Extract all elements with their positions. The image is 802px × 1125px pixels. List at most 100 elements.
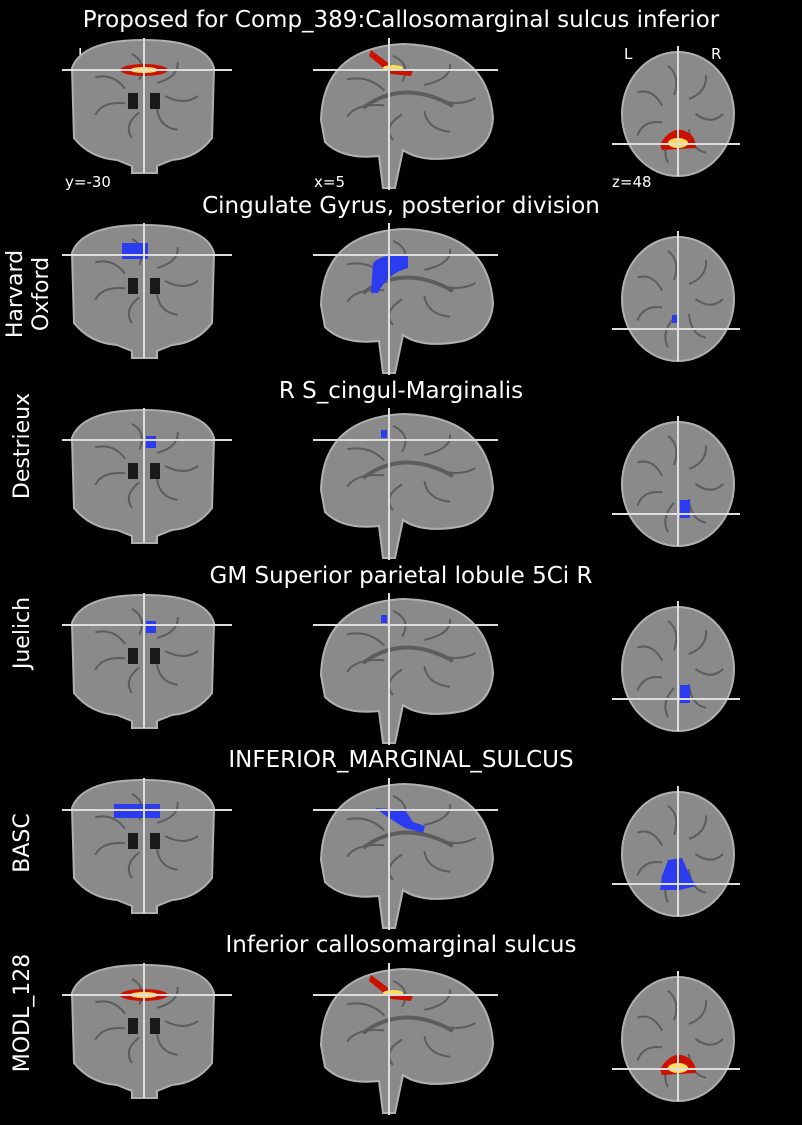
ventricle-right [150,463,160,479]
sulcus-line [688,815,708,840]
sulcus-line [164,835,199,842]
sulcus-line [95,1000,126,1015]
sulcus-line [694,668,724,676]
sulcus-line [347,817,386,832]
sulcus-line [694,853,724,861]
sulcus-line [164,650,199,657]
region-title-harvard-oxford: Cingulate Gyrus, posterior division [202,193,600,219]
sulcus-line [688,260,708,285]
overlay-blob [381,430,387,438]
region-title-destrieux: R S_cingul-Marginalis [278,378,524,404]
sagittal-view-modl [313,963,498,1115]
sulcus-line [156,247,179,269]
ventricle-right [150,93,160,109]
region-title-modl: Inferior callosomarginal sulcus [225,932,577,958]
sulcus-line [156,478,178,501]
atlas-label-modl: MODL_128 [10,953,35,1073]
sulcus-line [156,987,179,1009]
sulcus-line [346,103,385,118]
coronal-view-basc [62,778,232,914]
ventricle-right [150,278,160,294]
sulcus-line [94,101,126,116]
sulcus-line [636,675,663,691]
sulcus-line [636,860,663,876]
region-title-basc: INFERIOR_MARGINAL_SULCUS [228,747,574,773]
sulcus-line [127,481,140,509]
sulcus-line [636,1045,663,1061]
sulcus-line [433,467,476,474]
overlay-blob [146,621,156,633]
sulcus-line [164,1020,199,1027]
sulcus-line [347,632,386,647]
ventricle-left [128,278,138,294]
sagittal-view-basc [313,778,498,930]
sulcus-line [392,979,407,1008]
ventricle-right [150,1018,160,1034]
sulcus-line [94,841,126,856]
sulcus-line [347,447,386,462]
sulcus-line [156,62,179,84]
sulcus-line [94,656,126,671]
sagittal-view-destrieux [313,408,498,560]
sulcus-line [667,989,678,1021]
coord-x-label: x=5 [314,173,345,191]
sulcus-line [95,260,126,275]
ventricle-right [150,648,160,664]
sulcus-line [664,687,675,718]
sulcus-line [127,851,140,879]
sagittal-view-harvard-oxford [313,223,498,375]
sulcus-line [694,483,724,491]
sulcus-line [127,111,140,139]
sulcus-line [687,313,707,339]
sagittal-view-proposed [313,38,498,190]
sulcus-line [95,630,126,645]
sulcus-line [424,249,452,271]
sulcus-line [664,502,675,533]
sulcus-line [94,1026,126,1041]
sulcus-line [667,249,678,281]
ventricle-left [128,833,138,849]
overlay-blob [146,436,156,448]
sulcus-line [346,658,385,673]
sulcus-line [637,830,664,847]
sulcus-line [346,843,385,858]
sulcus-line [636,305,663,321]
sulcus-line [156,108,178,131]
sulcus-line [667,619,678,651]
axial-view-proposed [612,46,740,177]
sulcus-line [94,286,126,301]
left-marker-axial: L [624,45,633,63]
coord-z-label: z=48 [612,173,652,191]
sulcus-line [423,480,451,503]
sulcus-line [637,645,664,662]
ventricle-left [128,463,138,479]
sulcus-line [424,619,452,641]
sulcus-line [346,1028,385,1043]
coronal-view-proposed [62,38,232,174]
sulcus-line [637,90,664,107]
sulcus-line [131,608,143,636]
sulcus-line [688,445,708,470]
sulcus-line [637,1015,664,1032]
sulcus-line [95,445,126,460]
sulcus-line [95,815,126,830]
sulcus-line [392,54,407,83]
sulcus-line [433,652,476,659]
sulcus-line [127,1036,140,1064]
sulcus-line [667,804,678,836]
sulcus-line [346,473,385,488]
sulcus-line [94,471,126,486]
sulcus-line [347,77,386,92]
axial-view-harvard-oxford [612,231,740,362]
sulcus-line [688,1000,708,1025]
sulcus-line [636,490,663,506]
sulcus-line [131,423,143,451]
sulcus-line [688,75,708,100]
sulcus-line [424,804,452,826]
sulcus-line [667,64,678,96]
sulcus-line [636,120,663,136]
sulcus-line [95,75,126,90]
axial-view-juelich [612,601,740,732]
atlas-label-juelich: Juelich [10,596,35,670]
sulcus-line [156,848,178,871]
